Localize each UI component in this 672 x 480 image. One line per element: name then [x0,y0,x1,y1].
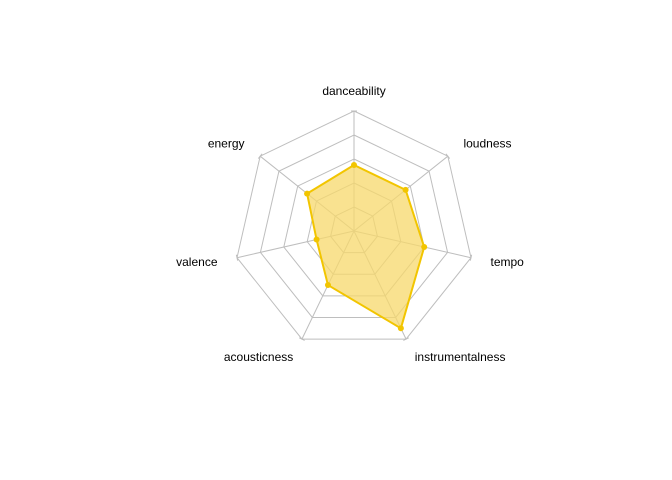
series-layer [304,162,428,332]
data-point [351,162,357,168]
axis-label-valence: valence [176,255,218,269]
data-point [313,236,320,243]
data-point [397,325,404,332]
axis-tick [257,153,263,159]
grid-ring [259,134,449,318]
data-point [421,244,428,251]
series-area [306,164,426,330]
axis-label-danceability: danceability [322,84,385,98]
axis-label-energy: energy [208,137,245,151]
axis-label-loudness: loudness [463,137,511,151]
axis-label-instrumentalness: instrumentalness [415,350,506,364]
axis-tick [469,254,473,261]
data-point [304,190,311,197]
axis-tick [299,337,305,341]
data-point [402,186,409,193]
data-point [324,282,331,289]
label-layer: danceability loudness tempo instrumentalnes… [176,84,524,364]
axis-label-tempo: tempo [490,255,524,269]
axis-label-acousticness: acousticness [224,350,293,364]
axis-tick [445,153,451,159]
axis-tick [235,254,239,261]
grid-ring [236,110,472,340]
axis-tick [403,337,409,341]
